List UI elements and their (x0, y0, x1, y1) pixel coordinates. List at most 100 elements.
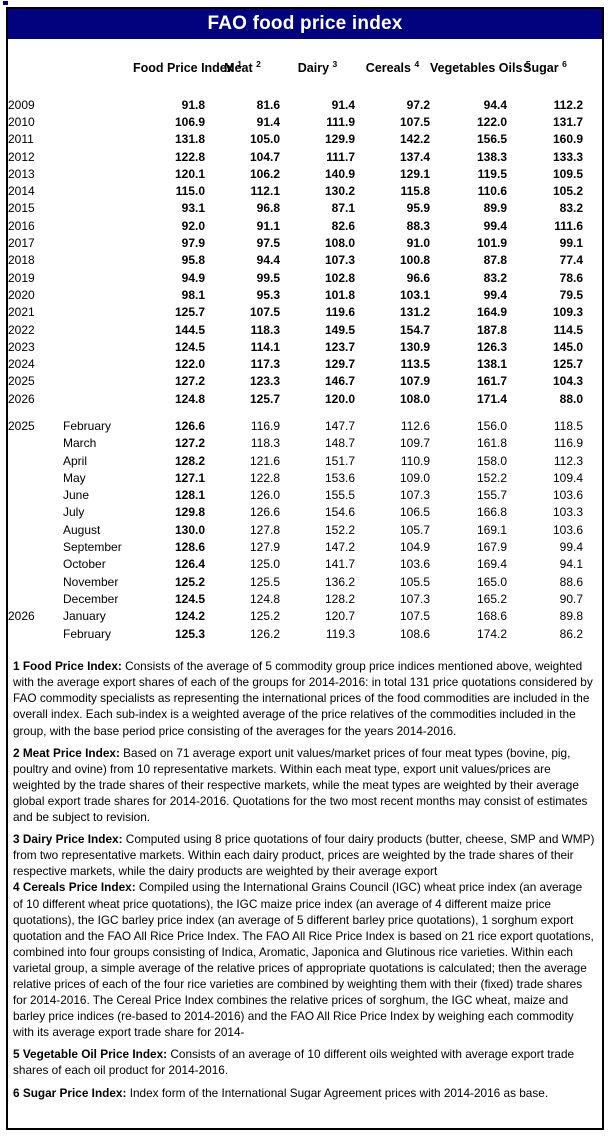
footnote-text: Consists of an average of 10 different o… (13, 1047, 575, 1078)
month-cell (63, 148, 133, 165)
monthly-row: September 128.6 127.9 147.2 104.9 167.9 99.4 (8, 538, 583, 555)
header-empty-cell (8, 39, 63, 96)
value-cell: 103.6 (399, 557, 430, 572)
value-cell: 81.6 (256, 97, 280, 112)
footnote-text: Computed using 8 price quotations of fou… (13, 832, 595, 879)
year-cell (8, 625, 63, 642)
footnote-text: Based on 71 average export unit values/m… (13, 745, 588, 825)
value-cell: 148.7 (324, 436, 355, 451)
value-cell: 100.8 (399, 253, 430, 268)
footnote-text: Consists of the average of 5 commodity g… (13, 659, 593, 738)
monthly-row: July 129.8 126.6 154.6 106.5 166.8 103.3 (8, 504, 583, 521)
value-cell: 107.3 (399, 488, 430, 503)
value-cell: 89.9 (483, 201, 507, 216)
monthly-section: 2025 February 126.6 116.9 147.7 112.6 156.0 118… (8, 417, 583, 642)
value-cell: 103.6 (552, 522, 583, 537)
value-cell: 112.2 (553, 97, 583, 112)
year-cell: 2017 (8, 236, 35, 251)
value-cell: 131.7 (552, 114, 583, 129)
month-cell (63, 338, 133, 355)
value-cell: 168.6 (476, 609, 507, 624)
table-header-row: Food Price Index 1 Meat 2 Dairy 3 Cereals 4… (8, 39, 583, 96)
year-cell (8, 435, 63, 452)
value-cell: 165.2 (476, 591, 507, 606)
header-row: Food Price Index 1 Meat 2 Dairy 3 Cereals 4… (8, 39, 583, 96)
value-cell: 146.7 (324, 374, 355, 389)
footnote-text: Index form of the International Sugar Ag… (126, 1085, 549, 1100)
annual-row: 2009 91.8 81.6 91.4 97.2 94.4 112.2 (8, 96, 583, 113)
value-cell: 106.2 (249, 166, 280, 181)
value-cell: 145.0 (552, 339, 583, 354)
year-cell: 2009 (8, 97, 35, 112)
footnote: 4 Cereals Price Index: Compiled using th… (13, 879, 595, 1040)
footnote: 5 Vegetable Oil Price Index: Consists of… (13, 1046, 595, 1078)
value-cell: 107.3 (399, 591, 430, 606)
value-cell: 169.4 (476, 557, 507, 572)
year-cell: 2012 (8, 149, 35, 164)
value-cell: 112.6 (400, 418, 430, 433)
month-cell (63, 373, 133, 390)
footnote: 3 Dairy Price Index: Computed using 8 pr… (13, 831, 595, 879)
value-cell: 83.2 (483, 270, 507, 285)
value-cell: 78.6 (559, 270, 583, 285)
year-cell (8, 487, 63, 504)
month-cell (63, 200, 133, 217)
value-cell: 124.5 (174, 339, 205, 354)
value-cell: 101.9 (476, 236, 507, 251)
annual-section: 2009 91.8 81.6 91.4 97.2 94.4 112.2 2010 106.9 91… (8, 96, 583, 407)
month-cell (63, 96, 133, 113)
value-cell: 102.8 (324, 270, 355, 285)
column-superscript: 3 (332, 58, 338, 69)
value-cell: 107.5 (249, 305, 280, 320)
month-cell: September (63, 540, 122, 555)
value-cell: 119.6 (325, 305, 355, 320)
value-cell: 109.7 (399, 436, 430, 451)
value-cell: 125.7 (552, 357, 583, 372)
monthly-row: August 130.0 127.8 152.2 105.7 169.1 103.6 (8, 521, 583, 538)
month-cell (63, 217, 133, 234)
month-cell: August (63, 522, 101, 537)
price-index-table: Food Price Index 1 Meat 2 Dairy 3 Cereals 4… (8, 39, 583, 642)
value-cell: 110.9 (400, 453, 430, 468)
month-cell (63, 321, 133, 338)
footnotes: 1 Food Price Index: Consists of the aver… (13, 658, 595, 1100)
value-cell: 91.4 (256, 114, 280, 129)
column-superscript: 2 (256, 58, 261, 69)
value-cell: 169.1 (476, 522, 507, 537)
value-cell: 106.5 (399, 505, 430, 520)
value-cell: 120.1 (174, 166, 205, 181)
value-cell: 107.3 (324, 253, 355, 268)
year-cell: 2026 (8, 391, 35, 406)
year-cell: 2010 (8, 114, 35, 129)
value-cell: 130.9 (399, 339, 430, 354)
footnote: 2 Meat Price Index: Based on 71 average … (13, 745, 595, 825)
month-cell (63, 355, 133, 372)
footnote-label: 5 Vegetable Oil Price Index: (13, 1047, 168, 1062)
value-cell: 154.7 (399, 322, 430, 337)
value-cell: 111.9 (326, 114, 355, 129)
value-cell: 118.5 (553, 418, 583, 433)
value-cell: 151.7 (324, 453, 355, 468)
annual-row: 2023 124.5 114.1 123.7 130.9 126.3 145.0 (8, 338, 583, 355)
value-cell: 95.8 (181, 253, 205, 268)
year-cell (8, 521, 63, 538)
year-cell: 2014 (8, 184, 35, 199)
value-cell: 94.4 (256, 253, 280, 268)
value-cell: 126.0 (249, 488, 280, 503)
annual-row: 2020 98.1 95.3 101.8 103.1 99.4 79.5 (8, 286, 583, 303)
value-cell: 87.8 (483, 253, 507, 268)
section-spacer (8, 407, 583, 417)
annual-row: 2013 120.1 106.2 140.9 129.1 119.5 109.5 (8, 165, 583, 182)
header-empty-cell (63, 39, 133, 96)
value-cell: 125.2 (249, 609, 280, 624)
year-cell (8, 469, 63, 486)
year-cell: 2021 (8, 305, 35, 320)
value-cell: 105.0 (249, 132, 280, 147)
annual-row: 2025 127.2 123.3 146.7 107.9 161.7 104.3 (8, 373, 583, 390)
monthly-row: April 128.2 121.6 151.7 110.9 158.0 112.3 (8, 452, 583, 469)
value-cell: 155.7 (476, 488, 507, 503)
value-cell: 142.2 (399, 132, 430, 147)
value-cell: 147.7 (324, 418, 355, 433)
annual-row: 2018 95.8 94.4 107.3 100.8 87.8 77.4 (8, 252, 583, 269)
month-cell (63, 131, 133, 148)
